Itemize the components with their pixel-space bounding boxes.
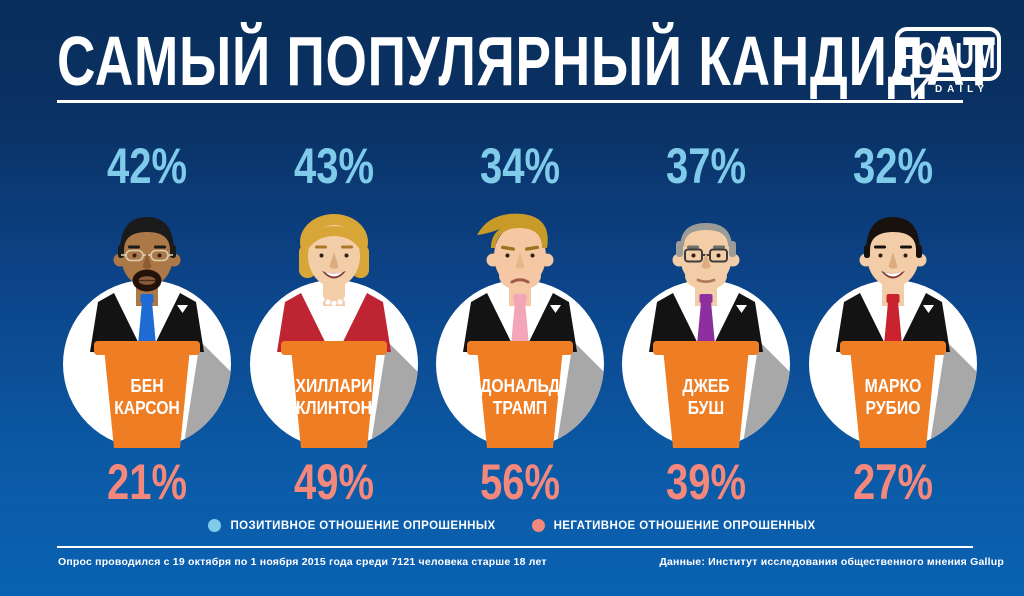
title-divider — [57, 100, 963, 103]
nose — [142, 252, 152, 269]
nose — [329, 252, 339, 269]
page-title-text: САМЫЙ ПОПУЛЯРНЫЙ КАНДИДАТ — [57, 22, 997, 100]
candidate-column-jeb-bush: 37% — [613, 130, 799, 512]
suit-right-lapel — [337, 293, 391, 352]
forum-daily-logo: FORUM DAILY — [895, 27, 1001, 99]
candidate-column-donald-trump: 34% ДОНАЛЬД ТРАМП 56% — [427, 130, 613, 512]
positive-rating-ben-carson: 42% — [107, 138, 188, 194]
logo-speech-bubble-tail-icon — [910, 74, 932, 99]
podium-lip — [280, 341, 387, 355]
positive-rating-donald-trump: 34% — [479, 138, 561, 194]
data-source-note: Данные: Институт исследования общественн… — [659, 556, 1004, 568]
candidate-figure-marco-rubio: МАРКО РУБИО — [808, 217, 977, 448]
suit-left-lapel — [90, 293, 144, 352]
candidate-figure-hillary-clinton: ХИЛЛАРИ КЛИНТОН — [249, 214, 418, 448]
negative-rating-hillary-clinton: 49% — [293, 454, 374, 510]
podium-lip — [839, 341, 946, 355]
nose — [888, 252, 898, 269]
negative-rating-ben-carson: 21% — [107, 454, 188, 510]
podium-lip — [653, 341, 760, 355]
podium-shadow — [742, 341, 791, 448]
tie-icon — [510, 294, 530, 350]
podium — [290, 348, 377, 448]
negative-rating-marco-rubio: 27% — [852, 454, 933, 510]
candidate-name-line1: ХИЛЛАРИ — [295, 375, 372, 397]
podium-shadow — [556, 341, 605, 448]
suit-left-lapel — [835, 293, 889, 352]
nose — [701, 252, 711, 269]
legend-label-negative: НЕГАТИВНОЕ ОТНОШЕНИЕ ОПРОШЕННЫХ — [553, 519, 816, 532]
suit-left-lapel — [649, 293, 703, 352]
negative-rating-donald-trump: 56% — [479, 454, 561, 510]
podium — [477, 348, 564, 448]
suit-right-lapel — [151, 293, 205, 352]
candidate-name-line1: ДЖЕБ — [683, 375, 730, 397]
podium — [663, 348, 750, 448]
candidate-column-marco-rubio: 32% — [800, 130, 986, 512]
candidate-name-line2: КЛИНТОН — [296, 397, 372, 419]
tie-icon — [137, 294, 157, 350]
legend-dot-negative-icon — [531, 519, 545, 532]
suit-right-lapel — [710, 293, 764, 352]
suit-right-lapel — [524, 293, 578, 352]
candidate-figure-ben-carson: БЕН КАРСОН — [63, 217, 232, 448]
nose — [515, 252, 525, 269]
candidate-column-ben-carson: 42% — [54, 130, 240, 512]
candidate-figure-jeb-bush: ДЖЕБ БУШ — [622, 223, 791, 448]
legend-item-negative: НЕГАТИВНОЕ ОТНОШЕНИЕ ОПРОШЕННЫХ — [531, 519, 816, 532]
logo-text-forum: FORUM — [901, 36, 996, 76]
footer-divider — [57, 546, 973, 548]
podium-shadow — [369, 341, 418, 448]
legend-item-positive: ПОЗИТИВНОЕ ОТНОШЕНИЕ ОПРОШЕННЫХ — [208, 519, 495, 532]
suit-left-lapel — [276, 293, 330, 352]
tie-icon — [696, 294, 716, 350]
candidate-name-line2: РУБИО — [865, 397, 920, 419]
pocket-square-icon — [922, 305, 934, 313]
legend: ПОЗИТИВНОЕ ОТНОШЕНИЕ ОПРОШЕННЫХ НЕГАТИВНО… — [0, 519, 1024, 532]
logo-speech-bubble-icon — [895, 27, 1001, 81]
negative-rating-jeb-bush: 39% — [666, 454, 747, 510]
podium-shadow — [183, 341, 232, 448]
positive-rating-marco-rubio: 32% — [852, 138, 933, 194]
pocket-square-icon — [736, 305, 748, 313]
candidate-name-line1: БЕН — [131, 375, 164, 397]
candidate-name-line2: ТРАМП — [493, 397, 547, 419]
pocket-square-icon — [177, 305, 189, 313]
positive-rating-jeb-bush: 37% — [666, 138, 747, 194]
podium — [104, 348, 191, 448]
candidates-row: 42% — [54, 130, 986, 512]
candidate-name-line1: МАРКО — [864, 375, 921, 397]
logo-text-daily: DAILY — [935, 84, 989, 95]
legend-label-positive: ПОЗИТИВНОЕ ОТНОШЕНИЕ ОПРОШЕННЫХ — [230, 519, 496, 532]
tie-icon — [883, 294, 903, 350]
candidate-figure-donald-trump: ДОНАЛЬД ТРАМП — [436, 213, 605, 448]
suit-right-lapel — [896, 293, 950, 352]
suit-left-lapel — [463, 293, 517, 352]
survey-methodology-note: Опрос проводился с 19 октября по 1 ноябр… — [58, 556, 547, 568]
podium-lip — [94, 341, 201, 355]
candidate-name-line2: КАРСОН — [114, 397, 180, 419]
podium-lip — [467, 341, 574, 355]
candidate-name-line1: ДОНАЛЬД — [480, 375, 560, 397]
podium-shadow — [928, 341, 977, 448]
candidate-column-hillary-clinton: 43% — [240, 130, 426, 512]
positive-rating-hillary-clinton: 43% — [293, 138, 374, 194]
podium — [849, 348, 936, 448]
legend-dot-positive-icon — [208, 519, 222, 532]
pearl-necklace-icon — [319, 296, 349, 306]
candidate-name-line2: БУШ — [688, 397, 724, 419]
pocket-square-icon — [550, 305, 562, 313]
page-title: САМЫЙ ПОПУЛЯРНЫЙ КАНДИДАТ — [57, 22, 1024, 100]
